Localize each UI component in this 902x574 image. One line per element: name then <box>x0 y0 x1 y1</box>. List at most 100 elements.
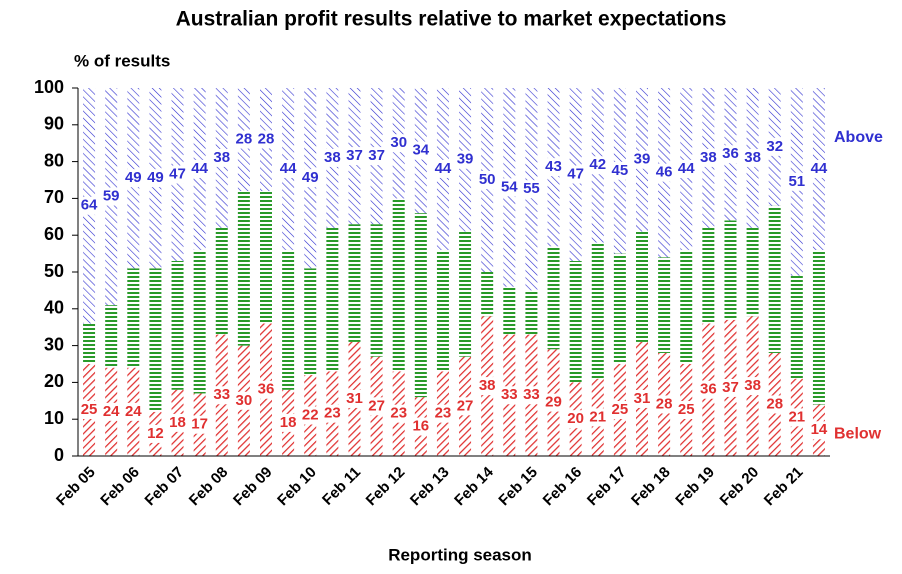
y-tick-label: 100 <box>34 77 64 97</box>
label-box <box>79 196 100 215</box>
bar-segment <box>127 268 140 368</box>
label-box <box>543 393 564 412</box>
data-label: 28 <box>766 395 783 412</box>
y-tick-label: 60 <box>44 224 64 244</box>
data-label: 43 <box>545 158 562 175</box>
label-box <box>300 169 321 188</box>
bar-segment <box>702 227 715 324</box>
bar-segment <box>547 246 560 350</box>
x-tick-label: Feb 19 <box>672 464 718 510</box>
x-tick-label: Feb 09 <box>230 464 276 510</box>
label-box <box>410 417 431 436</box>
label-box <box>477 171 498 189</box>
label-box <box>322 404 343 423</box>
label-box <box>808 159 829 178</box>
y-tick-label: 30 <box>44 334 64 354</box>
bar-segment <box>149 268 162 412</box>
label-box <box>300 406 321 425</box>
bar-segment <box>282 249 295 390</box>
bar-segment <box>680 249 693 364</box>
label-box <box>145 424 166 443</box>
data-label: 12 <box>147 425 164 442</box>
bar-segment <box>569 260 582 383</box>
label-box <box>720 378 741 397</box>
x-tick-label: Feb 06 <box>97 464 143 510</box>
data-label: 36 <box>700 381 717 398</box>
data-label: 39 <box>634 151 651 168</box>
data-label: 31 <box>634 390 651 407</box>
data-label: 44 <box>191 160 208 177</box>
data-label: 37 <box>346 147 363 164</box>
label-box <box>609 161 630 180</box>
label-box <box>455 150 476 169</box>
chart-title: Australian profit results relative to ma… <box>176 8 727 31</box>
data-label: 31 <box>346 390 363 407</box>
label-box <box>499 178 520 197</box>
label-box <box>676 401 697 419</box>
label-box <box>587 408 608 427</box>
label-box <box>233 130 254 149</box>
data-label: 45 <box>612 162 629 179</box>
data-label: 44 <box>678 160 695 177</box>
data-label: 28 <box>258 130 275 147</box>
label-box <box>742 148 763 167</box>
bar-segment <box>260 191 272 324</box>
data-label: 49 <box>125 169 142 186</box>
series-label: Below <box>834 425 882 442</box>
label-box <box>499 386 520 405</box>
data-label: 44 <box>280 160 297 177</box>
label-box <box>278 413 299 432</box>
label-box <box>189 159 210 178</box>
label-box <box>278 159 299 178</box>
x-tick-label: Feb 13 <box>407 464 453 510</box>
data-label: 25 <box>81 401 98 418</box>
x-tick-label: Feb 12 <box>363 464 409 510</box>
label-box <box>543 158 564 177</box>
data-label: 46 <box>656 164 673 181</box>
bar-segment <box>481 272 494 317</box>
y-tick-label: 80 <box>44 150 64 170</box>
data-label: 36 <box>722 145 739 162</box>
x-tick-label: Feb 21 <box>761 464 807 510</box>
x-tick-label: Feb 14 <box>451 463 497 509</box>
data-label: 33 <box>501 386 518 403</box>
data-label: 38 <box>479 377 496 394</box>
data-label: 42 <box>589 156 606 173</box>
label-box <box>764 395 785 414</box>
data-label: 38 <box>744 149 761 166</box>
bar-segment <box>790 275 803 379</box>
data-label: 36 <box>258 381 275 398</box>
y-tick-label: 0 <box>54 445 64 465</box>
label-box <box>609 401 630 419</box>
label-box <box>322 148 343 167</box>
label-box <box>786 408 807 427</box>
bar-segment <box>636 231 648 342</box>
label-box <box>521 386 542 405</box>
bar-segment <box>348 224 361 342</box>
label-box <box>344 147 365 166</box>
label-box <box>808 421 829 440</box>
bar-segment <box>812 249 825 405</box>
bar-segment <box>414 213 427 398</box>
data-label: 18 <box>169 414 186 431</box>
data-label: 64 <box>81 197 98 214</box>
label-box <box>764 137 785 156</box>
x-tick-label: Feb 15 <box>495 464 541 510</box>
bar-segment <box>304 268 317 376</box>
y-tick-label: 50 <box>44 261 64 281</box>
y-tick-label: 40 <box>44 298 64 318</box>
x-tick-label: Feb 07 <box>142 464 188 510</box>
bar-segment <box>724 220 737 320</box>
x-tick-label: Feb 11 <box>319 464 364 509</box>
data-label: 24 <box>103 403 120 420</box>
label-box <box>233 391 254 410</box>
data-label: 33 <box>523 386 540 403</box>
data-label: 27 <box>368 397 385 414</box>
label-box <box>720 145 741 164</box>
data-label: 38 <box>744 377 761 394</box>
data-label: 37 <box>722 379 739 396</box>
data-label: 14 <box>811 421 828 438</box>
label-box <box>410 141 431 160</box>
label-box <box>698 148 719 167</box>
